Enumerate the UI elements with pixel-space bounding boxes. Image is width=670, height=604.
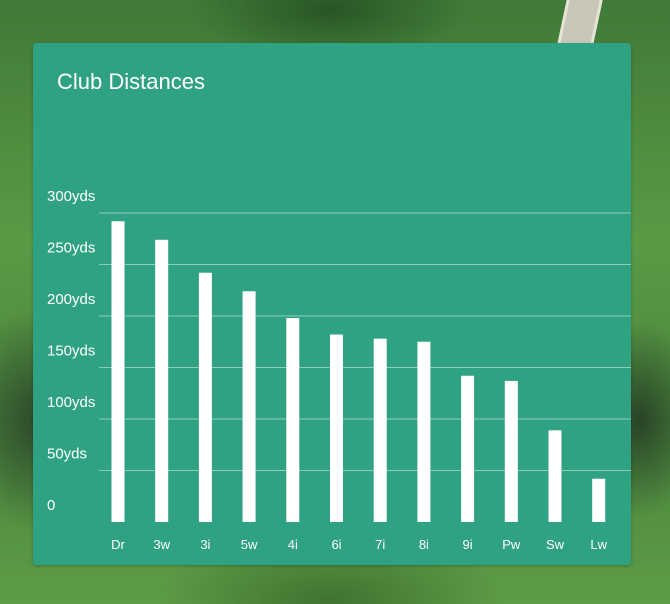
x-tick-label-lw: Lw [590, 537, 607, 552]
bar-dr [111, 221, 125, 523]
club-distances-card: Club Distances 0 50yds 100yds 150yds 200yds 2… [33, 43, 631, 565]
y-tick-label: 200yds [47, 291, 95, 308]
bar-5w [242, 291, 256, 522]
x-tick-label-3i: 3i [200, 537, 210, 552]
y-tick-label: 300yds [47, 188, 95, 205]
bar-9i [461, 375, 475, 522]
x-tick-label-dr: Dr [111, 537, 125, 552]
bar-7i [373, 338, 387, 522]
x-tick-label-5w: 5w [241, 537, 258, 552]
x-tick-label-pw: Pw [502, 537, 521, 552]
x-tick-label-4i: 4i [288, 537, 298, 552]
bar-chart: 0 50yds 100yds 150yds 200yds 250yds 300yds Dr 3… [47, 188, 631, 552]
y-tick-label: 100yds [47, 394, 95, 411]
x-tick-label-sw: Sw [546, 537, 565, 552]
x-tick-label-7i: 7i [375, 537, 385, 552]
bar-6i [330, 334, 343, 522]
y-tick-label: 250yds [47, 240, 95, 257]
bar-4i [286, 318, 300, 522]
chart-title: Club Distances [57, 69, 205, 94]
y-tick-label: 50yds [47, 446, 87, 463]
x-tick-label-9i: 9i [463, 537, 473, 552]
bar-3i [198, 272, 212, 522]
y-tick-label: 0 [47, 497, 55, 514]
bar-8i [417, 341, 431, 522]
x-axis-labels: Dr 3w 3i 5w 4i 6i 7i 8i 9i Pw Sw Lw [111, 537, 607, 552]
x-tick-label-3w: 3w [153, 537, 170, 552]
x-tick-label-6i: 6i [331, 537, 341, 552]
bar-3w [155, 239, 169, 522]
x-tick-label-8i: 8i [419, 537, 429, 552]
y-tick-label: 150yds [47, 343, 95, 360]
cart-path [557, 0, 603, 44]
bar-pw [504, 380, 518, 522]
gridlines [99, 212, 631, 471]
bar-lw [592, 478, 606, 522]
bar-sw [548, 430, 562, 522]
y-axis-labels: 0 50yds 100yds 150yds 200yds 250yds 300yds [47, 188, 95, 514]
bars [111, 221, 606, 523]
